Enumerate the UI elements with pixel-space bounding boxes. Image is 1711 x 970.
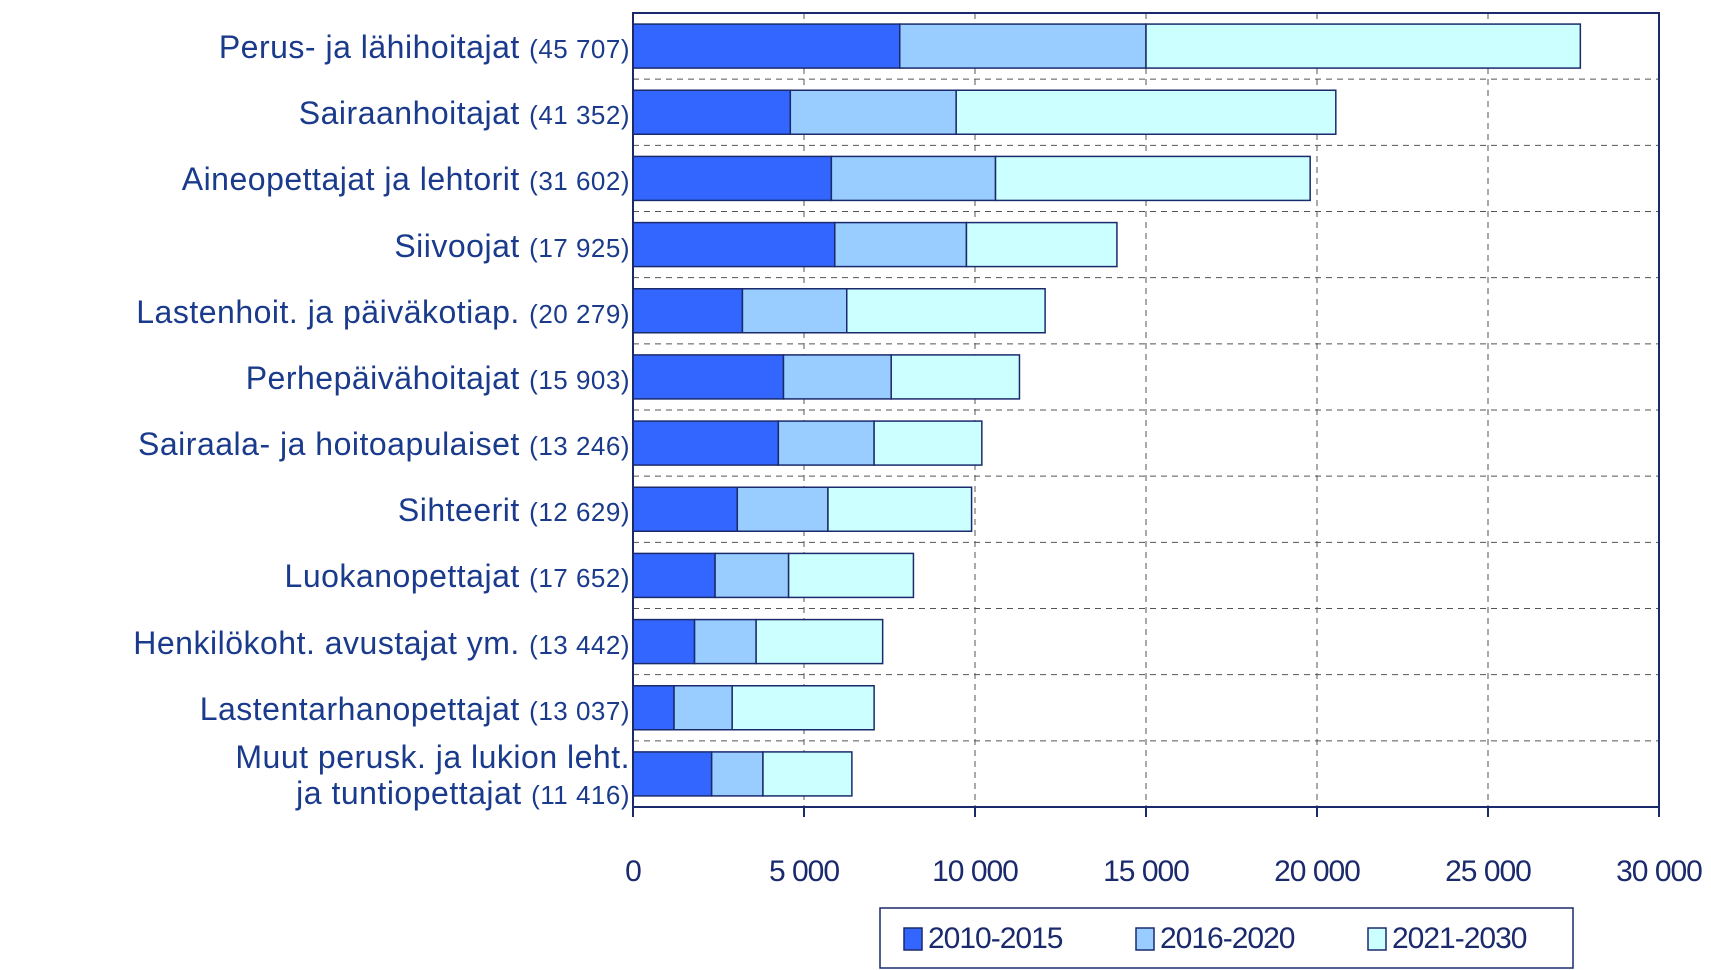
bar-segment: [736, 486, 829, 532]
bar-segment: [890, 354, 1021, 400]
bar-segment: [632, 486, 739, 532]
category-label: Sairaala- ja hoitoapulaiset (13 246): [138, 426, 630, 464]
category-name: Henkilökoht. avustajat ym.: [133, 624, 520, 661]
category-name: Luokanopettajat: [284, 558, 520, 595]
category-count: (20 279): [529, 298, 630, 329]
category-label: Perus- ja lähihoitajat (45 707): [219, 29, 630, 67]
bar-segment: [994, 155, 1311, 202]
x-tick-label: 0: [625, 855, 641, 888]
category-label: Muut perusk. ja lukion leht. ja tuntiope…: [235, 739, 630, 813]
bar-segment: [632, 552, 716, 599]
category-label: Lastenhoit. ja päiväkotiap. (20 279): [136, 294, 630, 332]
category-name: Muut perusk. ja lukion leht. ja tuntiope…: [235, 738, 630, 811]
legend-swatch: [1367, 927, 1387, 951]
category-name: Aineopettajat ja lehtorit: [181, 161, 520, 198]
legend-swatch: [903, 927, 923, 951]
category-count: (45 707): [529, 34, 630, 65]
bar-segment: [632, 618, 696, 665]
bar-segment: [632, 420, 780, 466]
category-name: Perhepäivähoitajat: [245, 359, 520, 396]
category-count: (11 416): [531, 779, 630, 810]
bar-segment: [673, 685, 733, 731]
category-label: Aineopettajat ja lehtorit (31 602): [182, 161, 630, 199]
category-label: Lastentarhanopettajat (13 037): [200, 691, 630, 729]
category-name: Lastentarhanopettajat: [199, 690, 520, 727]
category-label: Luokanopettajat (17 652): [285, 558, 630, 596]
bar-segment: [965, 221, 1118, 268]
legend-label: 2016-2020: [1160, 922, 1295, 955]
category-name: Sairaanhoitajat: [298, 95, 520, 132]
bar-segment: [714, 552, 790, 599]
x-tick-label: 10 000: [932, 855, 1018, 888]
legend-label: 2010-2015: [928, 922, 1063, 955]
category-count: (41 352): [529, 100, 630, 131]
category-count: (31 602): [529, 166, 630, 197]
bar-segment: [762, 751, 853, 797]
bar-segment: [755, 618, 884, 665]
category-label: Sairaanhoitajat (41 352): [299, 95, 630, 133]
bar-segment: [632, 155, 833, 202]
x-tick-label: 25 000: [1445, 855, 1531, 888]
bar-segment: [632, 221, 836, 268]
category-label: Sihteerit (12 629): [398, 492, 630, 530]
bar-segment: [710, 751, 764, 797]
category-count: (13 246): [529, 431, 630, 462]
category-label: Henkilökoht. avustajat ym. (13 442): [133, 625, 630, 663]
bar-segment: [899, 23, 1147, 69]
legend-box: [879, 907, 1574, 969]
bar-segment: [830, 155, 997, 202]
legend-label: 2021-2030: [1392, 922, 1527, 955]
category-name: Sihteerit: [397, 492, 520, 529]
bar-segment: [955, 89, 1337, 135]
plot-frame: [632, 12, 1660, 808]
category-count: (15 903): [529, 364, 630, 395]
bar-segment: [632, 751, 713, 797]
x-tick-label: 30 000: [1616, 855, 1702, 888]
category-name: Siivoojat: [394, 227, 520, 264]
category-count: (13 037): [529, 695, 630, 726]
x-tick-label: 15 000: [1103, 855, 1189, 888]
bar-segment: [741, 288, 848, 334]
bar-segment: [632, 685, 675, 731]
bar-segment: [632, 23, 901, 69]
bar-segment: [777, 420, 875, 466]
x-tick-label: 5 000: [769, 855, 839, 888]
bar-segment: [873, 420, 983, 466]
bar-segment: [789, 89, 957, 135]
bar-segment: [782, 354, 892, 400]
category-name: Perus- ja lähihoitajat: [218, 29, 520, 66]
x-tick-label: 20 000: [1274, 855, 1360, 888]
category-label: Siivoojat (17 925): [394, 228, 630, 266]
bar-segment: [632, 89, 792, 135]
category-count: (13 442): [529, 629, 630, 660]
category-name: Lastenhoit. ja päiväkotiap.: [136, 293, 520, 330]
bar-segment: [787, 552, 915, 599]
bar-segment: [632, 354, 785, 400]
category-name: Sairaala- ja hoitoapulaiset: [138, 426, 520, 463]
category-label: Perhepäivähoitajat (15 903): [246, 360, 630, 398]
category-count: (17 652): [529, 563, 630, 594]
bar-segment: [632, 288, 744, 334]
bar-segment: [834, 221, 968, 268]
bar-segment: [693, 618, 757, 665]
bar-segment: [827, 486, 973, 532]
bar-segment: [846, 288, 1046, 334]
bar-segment: [731, 685, 875, 731]
legend-swatch: [1135, 927, 1155, 951]
category-count: (17 925): [529, 232, 630, 263]
category-count: (12 629): [529, 497, 630, 528]
bar-segment: [1145, 23, 1582, 69]
